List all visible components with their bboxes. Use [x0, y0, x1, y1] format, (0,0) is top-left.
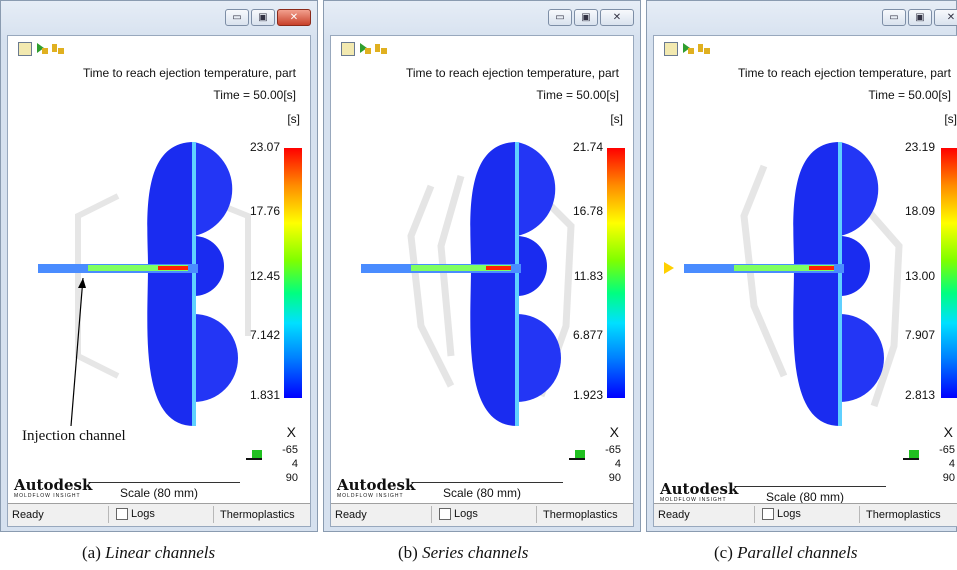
autodesk-logo-sub: MOLDFLOW INSIGHT — [660, 497, 727, 503]
result-title: Time to reach ejection temperature, part — [406, 66, 619, 80]
status-ready: Ready — [658, 509, 690, 521]
status-bar: Ready Logs Thermoplastics — [654, 503, 957, 526]
layers-icon[interactable] — [375, 42, 387, 54]
window-controls: ▭ ▣ ✕ — [548, 9, 634, 26]
scale-tick: 7.142 — [249, 328, 280, 342]
lock-icon[interactable] — [341, 42, 355, 56]
time-label: Time = 50.00[s] — [868, 88, 951, 102]
scale-tick: 17.76 — [249, 204, 280, 218]
injection-channel-label: Injection channel — [22, 428, 126, 444]
layers-icon[interactable] — [698, 42, 710, 54]
scale-tick: 1.831 — [249, 388, 280, 402]
logs-toggle[interactable]: Logs — [762, 508, 801, 520]
caption-b: (b) Series channels — [398, 543, 529, 562]
scale-tick: 16.78 — [572, 204, 603, 218]
scale-tick: 12.45 — [249, 269, 280, 283]
window-controls: ▭ ▣ ✕ — [882, 9, 957, 26]
maximize-button[interactable]: ▣ — [574, 9, 598, 26]
part-model — [664, 142, 903, 426]
toolbar — [664, 42, 710, 56]
status-material: Thermoplastics — [866, 509, 941, 521]
status-material: Thermoplastics — [220, 509, 295, 521]
scale-tick: 2.813 — [904, 388, 935, 402]
minimize-button[interactable]: ▭ — [882, 9, 906, 26]
maximize-button[interactable]: ▣ — [251, 9, 275, 26]
scale-bar — [92, 482, 240, 483]
close-button[interactable]: ✕ — [277, 9, 311, 26]
result-viewport[interactable]: Time to reach ejection temperature, part… — [330, 35, 634, 527]
orientation-axis: X -65 4 90 — [561, 424, 621, 488]
minimize-button[interactable]: ▭ — [548, 9, 572, 26]
moldflow-window-a: ▭ ▣ ✕ Time to reach ejection temperature… — [0, 0, 318, 532]
moldflow-window-c: ▭ ▣ ✕ Time to reach ejection temperature… — [646, 0, 957, 532]
color-scale-bar — [284, 148, 302, 398]
result-viewport[interactable]: Time to reach ejection temperature, part… — [7, 35, 311, 527]
scale-tick: 23.19 — [904, 140, 935, 154]
scale-tick: 6.877 — [572, 328, 603, 342]
unit-label: [s] — [610, 112, 623, 126]
scale-tick: 11.83 — [573, 269, 603, 283]
autodesk-logo: Autodesk — [14, 476, 93, 494]
logs-toggle[interactable]: Logs — [439, 508, 478, 520]
lock-icon[interactable] — [664, 42, 678, 56]
logs-toggle[interactable]: Logs — [116, 508, 155, 520]
window-controls: ▭ ▣ ✕ — [225, 9, 311, 26]
autodesk-logo: Autodesk — [337, 476, 416, 494]
autodesk-logo: Autodesk — [660, 480, 739, 498]
lock-icon[interactable] — [18, 42, 32, 56]
autodesk-logo-sub: MOLDFLOW INSIGHT — [337, 493, 404, 499]
moldflow-window-b: ▭ ▣ ✕ Time to reach ejection temperature… — [323, 0, 641, 532]
part-model — [38, 142, 251, 427]
play-icon[interactable] — [359, 42, 371, 54]
autodesk-logo-sub: MOLDFLOW INSIGHT — [14, 493, 81, 499]
result-title: Time to reach ejection temperature, part — [738, 66, 951, 80]
logs-checkbox[interactable] — [762, 508, 774, 520]
minimize-button[interactable]: ▭ — [225, 9, 249, 26]
orientation-axis: X -65 4 90 — [238, 424, 298, 488]
color-scale-bar — [941, 148, 957, 398]
caption-a: (a) Linear channels — [82, 543, 216, 562]
scale-tick: 13.00 — [904, 269, 935, 283]
scale-tick: 23.07 — [249, 140, 280, 154]
unit-label: [s] — [287, 112, 300, 126]
close-button[interactable]: ✕ — [934, 9, 957, 26]
toolbar — [18, 42, 64, 56]
scale-tick: 18.09 — [904, 204, 935, 218]
play-icon[interactable] — [36, 42, 48, 54]
result-viewport[interactable]: Time to reach ejection temperature, part… — [653, 35, 957, 527]
scale-tick: 21.74 — [572, 140, 603, 154]
scale-tick: 1.923 — [572, 388, 603, 402]
scale-label: Scale (80 mm) — [766, 490, 845, 504]
maximize-button[interactable]: ▣ — [908, 9, 932, 26]
close-button[interactable]: ✕ — [600, 9, 634, 26]
status-bar: Ready Logs Thermoplastics — [8, 503, 310, 526]
status-bar: Ready Logs Thermoplastics — [331, 503, 633, 526]
scale-bar — [738, 486, 886, 487]
status-ready: Ready — [12, 509, 44, 521]
scale-bar — [415, 482, 563, 483]
play-icon[interactable] — [682, 42, 694, 54]
part-model — [361, 142, 575, 426]
unit-label: [s] — [944, 112, 957, 126]
time-label: Time = 50.00[s] — [213, 88, 296, 102]
orientation-axis: X -65 4 90 — [895, 424, 955, 488]
layers-icon[interactable] — [52, 42, 64, 54]
scale-label: Scale (80 mm) — [443, 486, 522, 500]
logs-checkbox[interactable] — [439, 508, 451, 520]
result-title: Time to reach ejection temperature, part — [83, 66, 296, 80]
toolbar — [341, 42, 387, 56]
color-scale-bar — [607, 148, 625, 398]
caption-c: (c) Parallel channels — [714, 543, 858, 562]
time-label: Time = 50.00[s] — [536, 88, 619, 102]
scale-label: Scale (80 mm) — [120, 486, 199, 500]
status-material: Thermoplastics — [543, 509, 618, 521]
logs-checkbox[interactable] — [116, 508, 128, 520]
status-ready: Ready — [335, 509, 367, 521]
scale-tick: 7.907 — [904, 328, 935, 342]
